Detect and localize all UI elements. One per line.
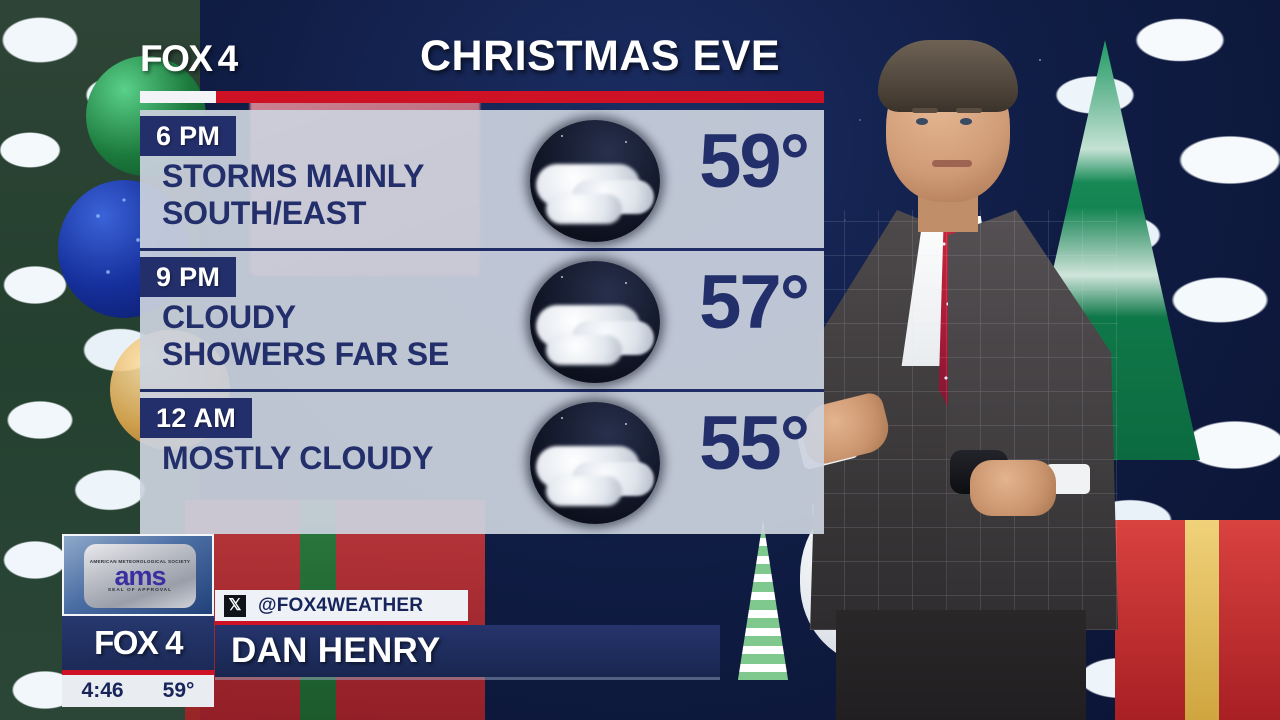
forecast-temperature: 55° [699, 401, 810, 486]
station-logo-text: FOX 4 [94, 624, 183, 661]
night-cloudy-icon [530, 402, 660, 524]
trousers [836, 610, 1086, 720]
station-logo-rule [62, 670, 214, 675]
mouth [932, 160, 972, 167]
anchor-hand-right [970, 460, 1056, 516]
night-cloudy-icon [530, 261, 660, 383]
forecast-graphic: FOX 4 CHRISTMAS EVE 6 PM STORMS MAINLY S… [140, 30, 824, 534]
ams-seal-badge: AMERICAN METEOROLOGICAL SOCIETY ams SEAL… [62, 534, 214, 616]
graphic-header: FOX 4 CHRISTMAS EVE [140, 30, 824, 88]
fox-logo: FOX 4 [140, 38, 239, 80]
clock-temperature: 59° [162, 679, 195, 702]
anchor-name-bar-rule [215, 677, 720, 680]
forecast-row: 6 PM STORMS MAINLY SOUTH/EAST 59° [140, 110, 824, 251]
cloud-shape [546, 194, 622, 224]
forecast-condition-line2: SOUTH/EAST [162, 195, 367, 232]
social-handle-text: @FOX4WEATHER [258, 594, 424, 616]
forecast-condition: STORMS MAINLY SOUTH/EAST [162, 158, 562, 233]
forecast-condition-line1: STORMS MAINLY [162, 158, 425, 194]
forecast-row: 12 AM MOSTLY CLOUDY 55° [140, 392, 824, 534]
fox-logo-number: 4 [217, 38, 239, 79]
anchor-name-text: DAN HENRY [231, 631, 441, 670]
page-title: CHRISTMAS EVE [420, 32, 781, 80]
eye [916, 118, 928, 125]
night-cloudy-icon [530, 120, 660, 242]
forecast-time-badge: 12 AM [140, 398, 253, 438]
forecast-condition: MOSTLY CLOUDY [162, 440, 562, 477]
ams-seal-word: ams [114, 561, 166, 592]
gift-box-right [1115, 520, 1280, 720]
anchor-hair [878, 40, 1018, 112]
cloud-shape [546, 335, 622, 365]
anchor-name-bar: DAN HENRY [215, 625, 720, 677]
forecast-condition: CLOUDY SHOWERS FAR SE [162, 299, 562, 374]
fox-logo-word: FOX [140, 38, 213, 79]
forecast-condition-line2: SHOWERS FAR SE [162, 336, 450, 373]
cloud-shape [546, 476, 622, 506]
forecast-condition-line1: MOSTLY CLOUDY [162, 440, 434, 476]
forecast-temperature: 57° [699, 260, 810, 345]
station-logo-badge: FOX 4 [62, 616, 214, 670]
forecast-row: 9 PM CLOUDY SHOWERS FAR SE 57° [140, 251, 824, 392]
eye [960, 118, 972, 125]
meteorologist-figure [796, 30, 1130, 720]
header-rule [140, 91, 824, 103]
x-twitter-icon: 𝕏 [224, 594, 246, 617]
forecast-temperature: 59° [699, 119, 810, 204]
clock-bar: 4:46 59° [62, 675, 214, 707]
social-bar-rule [215, 621, 468, 625]
forecast-condition-line1: CLOUDY [162, 299, 296, 335]
ams-seal-bottom-text: SEAL OF APPROVAL [107, 588, 173, 594]
eyebrow [912, 108, 938, 113]
ams-seal-top-text: AMERICAN METEOROLOGICAL SOCIETY [89, 558, 191, 564]
forecast-time-badge: 6 PM [140, 116, 237, 156]
forecast-time-badge: 9 PM [140, 257, 237, 297]
clock-time: 4:46 [81, 679, 124, 702]
forecast-panel: 6 PM STORMS MAINLY SOUTH/EAST 59° 9 PM C… [140, 110, 824, 534]
ams-seal-plate: AMERICAN METEOROLOGICAL SOCIETY ams SEAL… [84, 544, 196, 608]
eyebrow [956, 108, 982, 113]
header-rule-white [140, 91, 216, 103]
social-handle-bar: 𝕏 @FOX4WEATHER [215, 590, 468, 621]
header-rule-red [216, 91, 824, 103]
